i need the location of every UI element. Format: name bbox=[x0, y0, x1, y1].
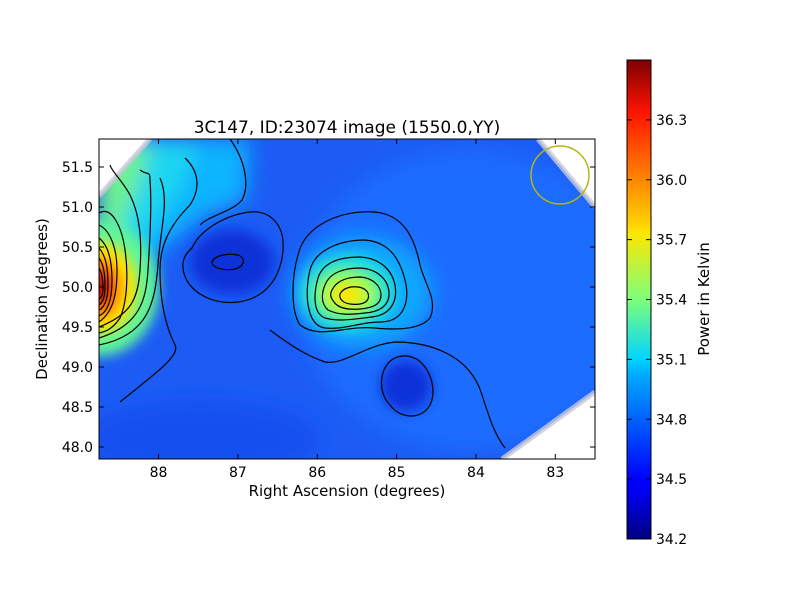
colorbar-tick-label: 36.3 bbox=[656, 113, 687, 129]
x-tick-label: 88 bbox=[150, 465, 168, 481]
colorbar-tick-label: 35.1 bbox=[656, 352, 687, 368]
colorbar-tick-label: 34.8 bbox=[656, 412, 687, 428]
colorbar-tick-label: 35.4 bbox=[656, 293, 687, 309]
x-tick-label: 84 bbox=[467, 465, 485, 481]
y-tick-label: 48.5 bbox=[62, 400, 93, 416]
plot-area bbox=[99, 139, 595, 459]
minimum-south bbox=[380, 360, 432, 412]
y-tick-label: 49.5 bbox=[62, 320, 93, 336]
colorbar-ticks: 34.2 34.5 34.8 35.1 35.4 35.7 36.0 36.3 bbox=[627, 113, 687, 548]
marker-circle bbox=[530, 145, 590, 205]
colorbar-tick-label: 34.5 bbox=[656, 472, 687, 488]
minimum-north bbox=[190, 230, 274, 294]
x-tick-label: 87 bbox=[229, 465, 247, 481]
x-axis: 88 87 86 85 84 83 bbox=[150, 139, 564, 481]
colorbar: 34.2 34.5 34.8 35.1 35.4 35.7 36.0 36.3 Power i… bbox=[626, 59, 713, 548]
x-tick-label: 83 bbox=[546, 465, 564, 481]
x-tick-label: 86 bbox=[308, 465, 326, 481]
y-tick-label: 48.0 bbox=[62, 440, 93, 456]
colorbar-tick-label: 34.2 bbox=[656, 532, 687, 548]
heatmap-image bbox=[99, 139, 595, 459]
y-tick-label: 50.5 bbox=[62, 240, 93, 256]
chart-title: 3C147, ID:23074 image (1550.0,YY) bbox=[194, 118, 501, 138]
plot-frame bbox=[98, 138, 596, 460]
colorbar-tick-label: 36.0 bbox=[656, 173, 687, 189]
colorbar-tick-label: 35.7 bbox=[656, 233, 687, 249]
colorbar-label: Power in Kelvin bbox=[695, 242, 713, 356]
x-tick-label: 85 bbox=[388, 465, 406, 481]
y-tick-label: 49.0 bbox=[62, 360, 93, 376]
x-axis-label: Right Ascension (degrees) bbox=[249, 482, 446, 500]
contour-lines bbox=[99, 139, 506, 449]
y-tick-label: 50.0 bbox=[62, 280, 93, 296]
image-boundary bbox=[99, 139, 595, 459]
y-tick-label: 51.5 bbox=[62, 160, 93, 176]
y-tick-label: 51.0 bbox=[62, 200, 93, 216]
y-axis-label: Declination (degrees) bbox=[33, 218, 51, 380]
y-axis: 48.0 48.5 49.0 49.5 50.0 50.5 51.0 51.5 bbox=[62, 160, 595, 456]
